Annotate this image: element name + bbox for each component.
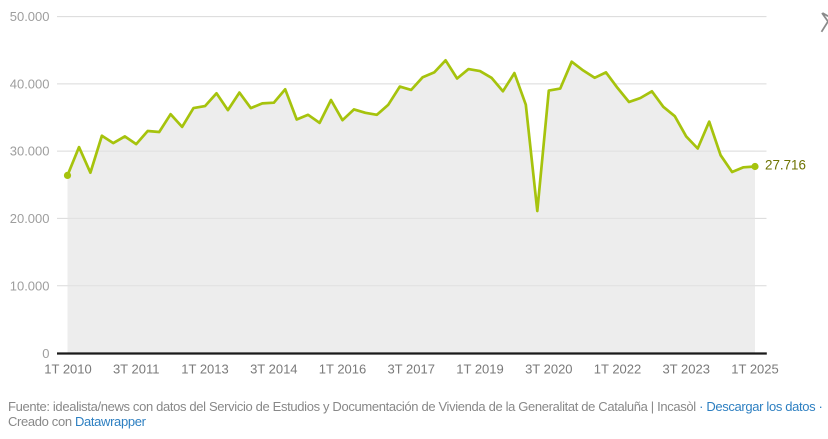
svg-text:10.000: 10.000 bbox=[10, 278, 50, 293]
svg-text:1T 2022: 1T 2022 bbox=[594, 361, 641, 376]
svg-text:3T 2020: 3T 2020 bbox=[525, 361, 572, 376]
svg-text:1T 2010: 1T 2010 bbox=[44, 361, 91, 376]
svg-text:1T 2016: 1T 2016 bbox=[319, 361, 366, 376]
svg-text:0: 0 bbox=[42, 346, 49, 361]
svg-text:3T 2017: 3T 2017 bbox=[387, 361, 434, 376]
svg-text:3T 2023: 3T 2023 bbox=[662, 361, 709, 376]
svg-text:30.000: 30.000 bbox=[10, 144, 50, 159]
svg-text:50.000: 50.000 bbox=[10, 9, 50, 24]
svg-text:1T 2025: 1T 2025 bbox=[731, 361, 778, 376]
svg-text:1T 2013: 1T 2013 bbox=[181, 361, 228, 376]
svg-text:40.000: 40.000 bbox=[10, 77, 50, 92]
svg-text:20.000: 20.000 bbox=[10, 211, 50, 226]
svg-text:3T 2011: 3T 2011 bbox=[113, 361, 160, 376]
svg-text:27.716: 27.716 bbox=[765, 158, 806, 173]
svg-text:1T 2019: 1T 2019 bbox=[456, 361, 503, 376]
svg-text:3T 2014: 3T 2014 bbox=[250, 361, 297, 376]
